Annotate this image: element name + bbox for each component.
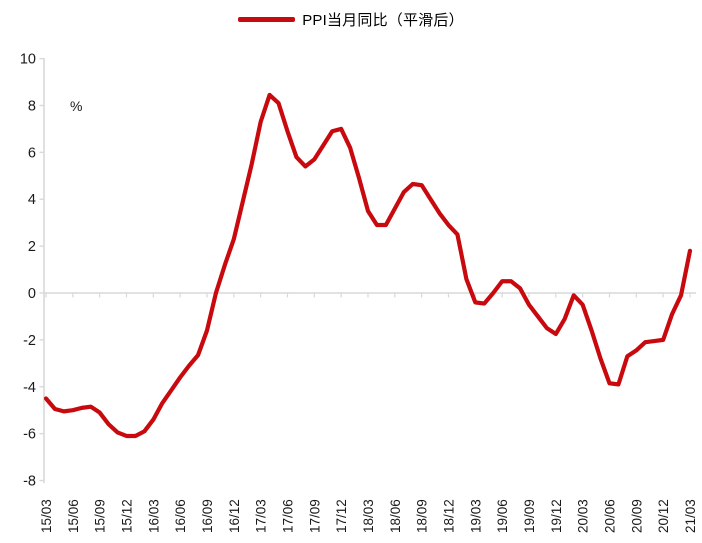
x-axis-tick-label: 18/09 — [415, 499, 430, 533]
x-axis-tick-label: 21/03 — [683, 499, 698, 533]
x-axis-tick-label: 20/12 — [656, 499, 671, 533]
x-axis-tick-label: 20/09 — [629, 499, 644, 533]
x-axis-tick-label: 18/03 — [361, 499, 376, 533]
y-axis-tick-label: 10 — [20, 52, 36, 68]
x-axis-tick-label: 17/09 — [307, 499, 322, 533]
y-axis-tick-label: -2 — [23, 333, 36, 349]
x-axis-tick-label: 17/06 — [280, 499, 295, 533]
y-axis-tick-label: -8 — [23, 474, 36, 490]
x-axis-tick-label: 16/09 — [200, 499, 215, 533]
x-axis-tick-label: 18/12 — [441, 499, 456, 533]
y-axis-unit-label: % — [70, 98, 82, 114]
x-axis-tick-label: 15/09 — [93, 499, 108, 533]
y-axis-tick-label: 4 — [28, 192, 36, 208]
x-axis-tick-label: 15/12 — [119, 499, 134, 533]
x-axis-tick-label: 17/12 — [334, 499, 349, 533]
x-axis-tick-label: 18/06 — [388, 499, 403, 533]
x-axis-tick-label: 19/03 — [468, 499, 483, 533]
x-axis-tick-label: 15/03 — [39, 499, 54, 533]
x-axis-tick-label: 20/06 — [602, 499, 617, 533]
y-axis-tick-label: -4 — [23, 380, 36, 396]
x-axis-tick-label: 19/12 — [549, 499, 564, 533]
x-axis-tick-label: 19/09 — [522, 499, 537, 533]
y-axis-tick-label: -6 — [23, 427, 36, 443]
y-axis-tick-label: 0 — [28, 286, 36, 302]
legend-label: PPI当月同比（平滑后） — [302, 12, 464, 29]
x-axis-tick-label: 16/06 — [173, 499, 188, 533]
x-axis-tick-label: 17/03 — [254, 499, 269, 533]
y-axis-tick-label: 8 — [28, 98, 36, 114]
x-axis-tick-label: 16/03 — [146, 499, 161, 533]
ppi-series-line — [43, 92, 693, 439]
y-axis-tick-label: 2 — [28, 239, 36, 255]
chart-legend: PPI当月同比（平滑后） — [0, 9, 702, 30]
y-axis-tick-label: 6 — [28, 145, 36, 161]
x-axis-tick-label: 20/03 — [576, 499, 591, 533]
legend-line-marker — [238, 17, 296, 22]
x-axis-tick-label: 15/06 — [66, 499, 81, 533]
x-axis-tick-label: 16/12 — [227, 499, 242, 533]
x-axis-tick-label: 19/06 — [495, 499, 510, 533]
